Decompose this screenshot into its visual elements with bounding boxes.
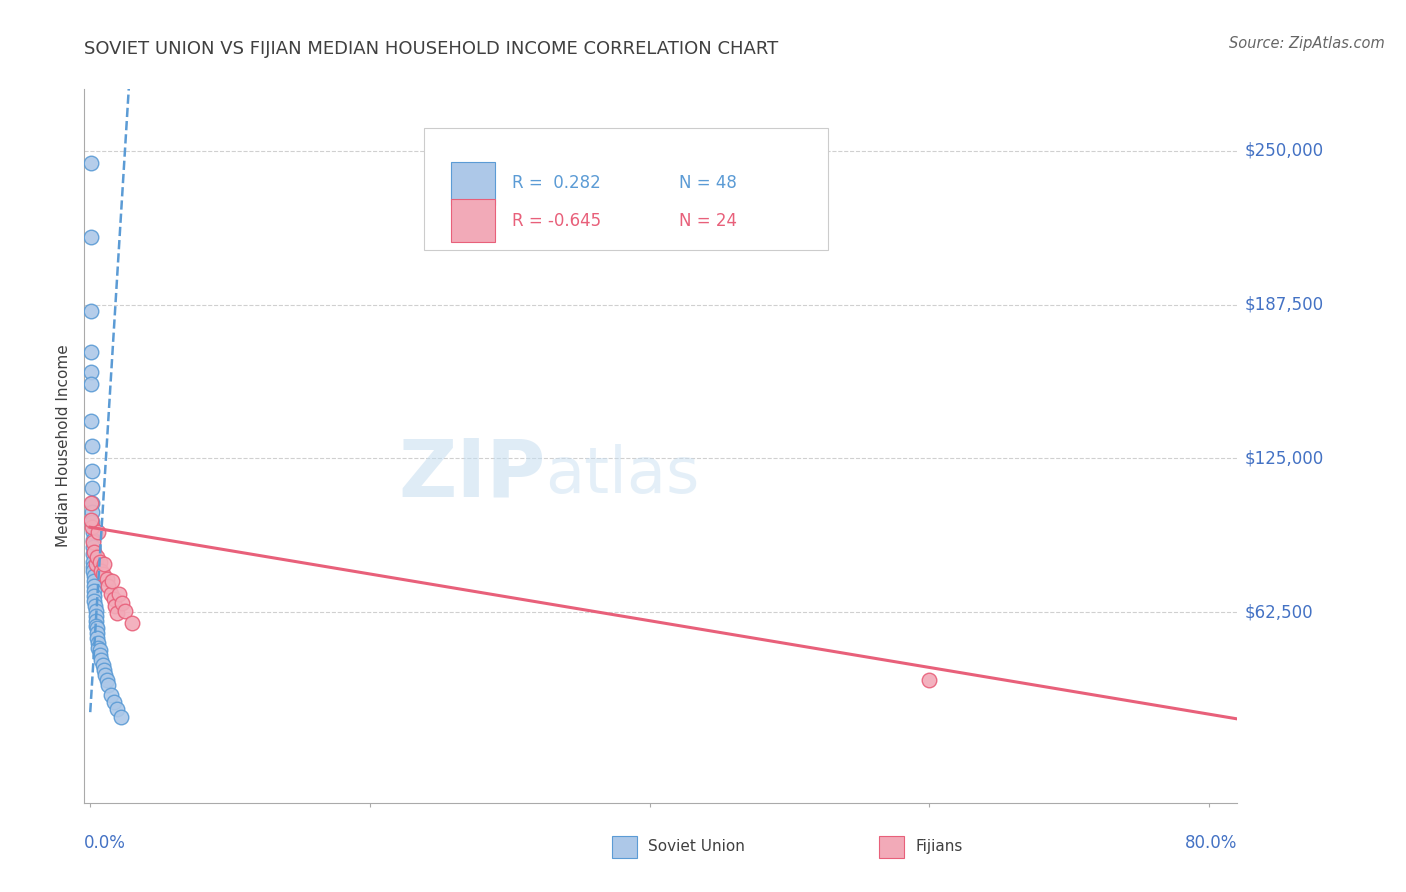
Point: [84, 618, 107, 632]
Point: [83, 579, 105, 593]
Point: [114, 604, 136, 618]
Y-axis label: Median Household Income: Median Household Income: [56, 344, 72, 548]
Point: [83, 584, 105, 599]
Point: [100, 587, 122, 601]
Point: [80, 464, 103, 478]
Point: [89, 648, 111, 662]
Point: [105, 702, 128, 716]
Text: R = -0.645: R = -0.645: [512, 211, 602, 229]
Point: [80, 414, 103, 428]
Point: [111, 597, 134, 611]
Text: $62,500: $62,500: [1244, 603, 1313, 621]
Point: [83, 594, 105, 608]
Point: [84, 608, 107, 623]
Point: [80, 495, 103, 509]
Point: [105, 607, 128, 621]
Point: [82, 559, 104, 574]
Point: [82, 516, 104, 530]
Point: [83, 599, 105, 613]
Point: [83, 569, 105, 583]
Text: Soviet Union: Soviet Union: [648, 839, 745, 855]
Text: Fijians: Fijians: [915, 839, 963, 855]
Point: [83, 545, 105, 559]
Point: [91, 566, 114, 581]
Point: [84, 604, 107, 618]
Point: [80, 365, 103, 379]
Point: [103, 695, 125, 709]
Point: [110, 709, 132, 723]
FancyBboxPatch shape: [451, 199, 495, 242]
Point: [82, 565, 104, 579]
Text: SOVIET UNION VS FIJIAN MEDIAN HOUSEHOLD INCOME CORRELATION CHART: SOVIET UNION VS FIJIAN MEDIAN HOUSEHOLD …: [84, 40, 779, 58]
Point: [89, 643, 111, 657]
Point: [93, 557, 115, 571]
Point: [89, 555, 111, 569]
Point: [82, 535, 104, 549]
Point: [84, 557, 107, 571]
Point: [86, 626, 108, 640]
Point: [101, 574, 124, 589]
Text: Source: ZipAtlas.com: Source: ZipAtlas.com: [1229, 36, 1385, 51]
Point: [90, 653, 112, 667]
Text: R =  0.282: R = 0.282: [512, 175, 600, 193]
Point: [80, 377, 103, 392]
Point: [82, 555, 104, 569]
Point: [86, 621, 108, 635]
Point: [82, 547, 104, 561]
Point: [91, 658, 114, 673]
Point: [94, 668, 117, 682]
Point: [96, 673, 118, 687]
FancyBboxPatch shape: [425, 128, 828, 250]
Text: $187,500: $187,500: [1244, 295, 1323, 313]
Point: [80, 520, 103, 534]
Point: [80, 495, 103, 509]
Point: [82, 533, 104, 547]
Point: [82, 525, 104, 540]
Point: [93, 663, 115, 677]
Point: [100, 688, 122, 702]
Point: [80, 513, 103, 527]
Point: [97, 579, 120, 593]
Point: [82, 540, 104, 554]
Point: [87, 525, 110, 540]
Point: [97, 678, 120, 692]
Text: N = 48: N = 48: [679, 175, 737, 193]
Point: [104, 599, 127, 613]
Point: [90, 565, 112, 579]
Point: [83, 574, 105, 589]
FancyBboxPatch shape: [451, 162, 495, 205]
Point: [103, 591, 125, 606]
Point: [82, 505, 104, 519]
Point: [80, 345, 103, 359]
Point: [86, 549, 108, 564]
Text: 80.0%: 80.0%: [1185, 834, 1237, 852]
Point: [918, 673, 941, 687]
Point: [86, 631, 108, 645]
Point: [80, 303, 103, 318]
Point: [96, 572, 118, 586]
Point: [79, 156, 101, 170]
Point: [121, 616, 143, 631]
Text: $250,000: $250,000: [1244, 142, 1323, 160]
Point: [83, 589, 105, 603]
Point: [84, 614, 107, 628]
Point: [80, 439, 103, 453]
Text: 0.0%: 0.0%: [84, 834, 127, 852]
Point: [87, 640, 110, 655]
Point: [80, 481, 103, 495]
Text: N = 24: N = 24: [679, 211, 737, 229]
Point: [108, 587, 131, 601]
Text: atlas: atlas: [546, 443, 700, 506]
Text: $125,000: $125,000: [1244, 450, 1323, 467]
Text: ZIP: ZIP: [398, 435, 546, 514]
Point: [87, 636, 110, 650]
Point: [80, 230, 103, 244]
